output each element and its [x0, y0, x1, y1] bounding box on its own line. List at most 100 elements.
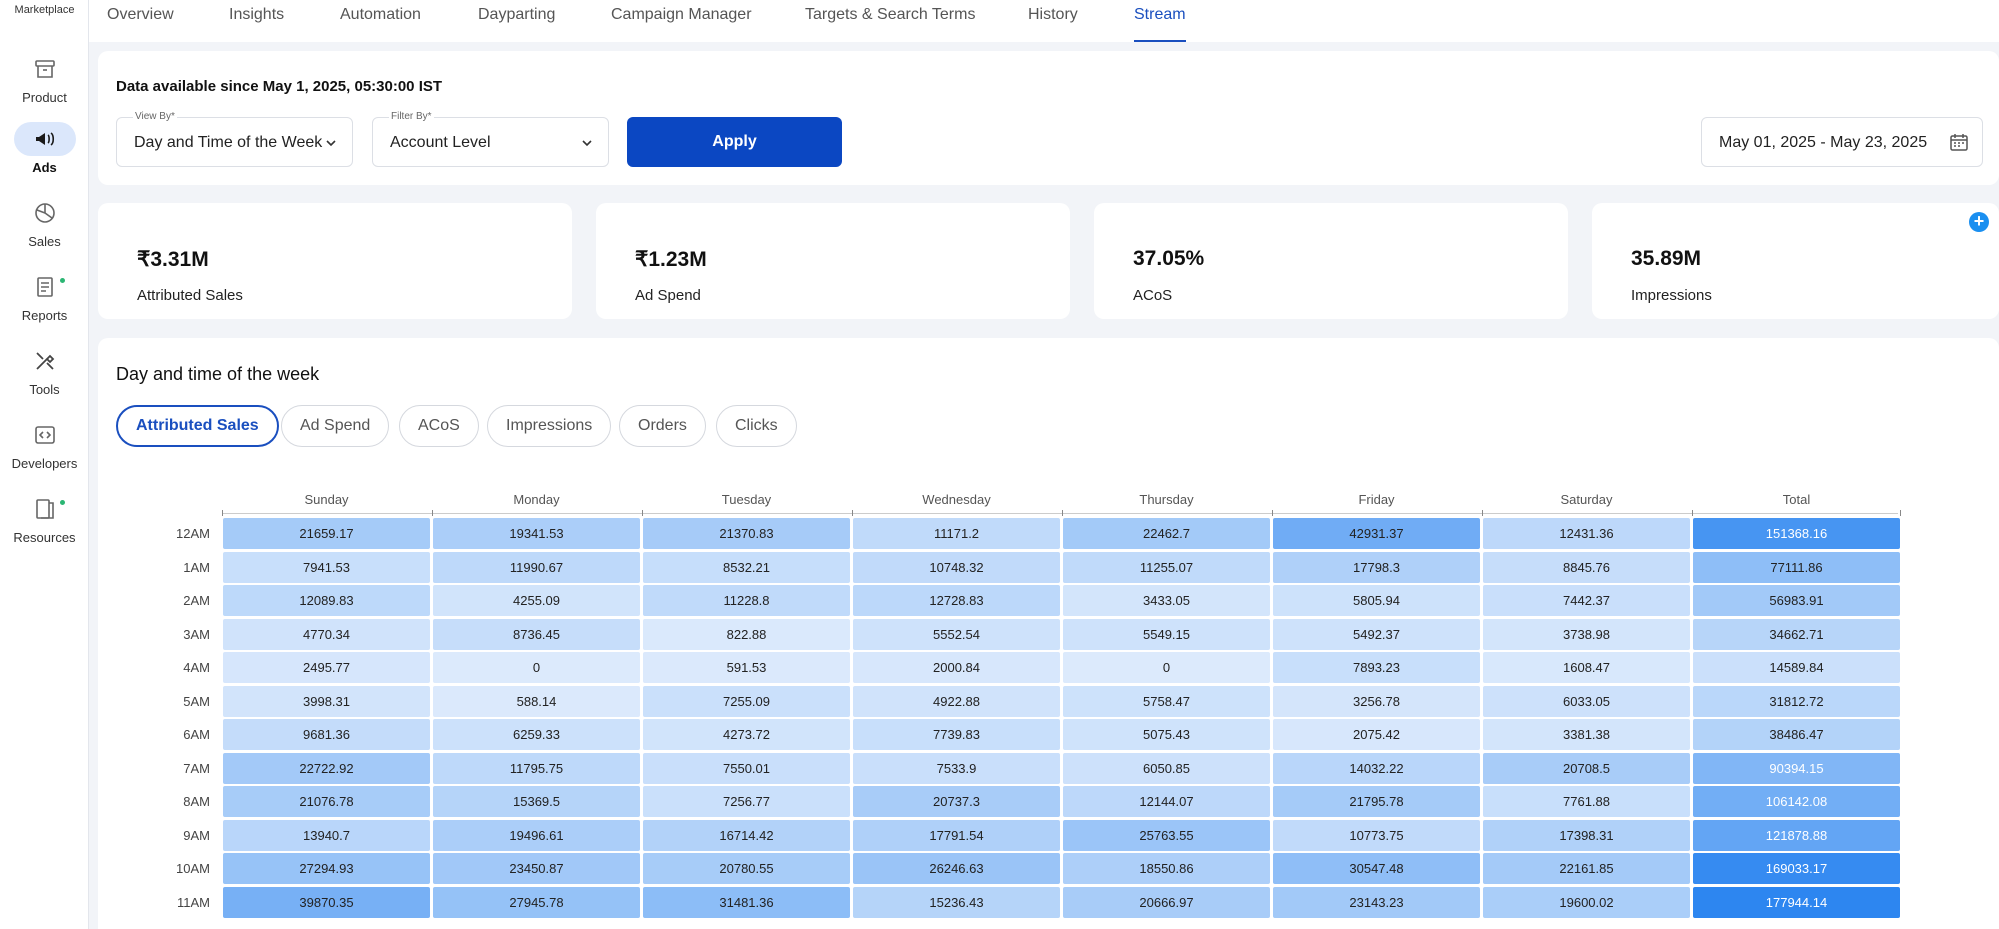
tab-targets-search-terms[interactable]: Targets & Search Terms — [805, 6, 976, 23]
heatmap-cell[interactable]: 19496.61 — [433, 819, 640, 851]
sidebar-item-developers[interactable]: Developers — [0, 418, 89, 478]
add-metric-icon[interactable]: + — [1969, 212, 1989, 232]
heatmap-cell[interactable]: 8845.76 — [1483, 551, 1690, 583]
heatmap-cell[interactable]: 19341.53 — [433, 518, 640, 549]
heatmap-cell[interactable]: 21659.17 — [223, 518, 430, 549]
heatmap-cell[interactable]: 26246.63 — [853, 853, 1060, 884]
tab-dayparting[interactable]: Dayparting — [478, 6, 556, 23]
heatmap-cell[interactable]: 3433.05 — [1063, 585, 1270, 616]
heatmap-cell[interactable]: 42931.37 — [1273, 518, 1480, 549]
heatmap-cell[interactable]: 38486.47 — [1693, 719, 1900, 750]
heatmap-cell[interactable]: 11990.67 — [433, 551, 640, 583]
heatmap-cell[interactable]: 5552.54 — [853, 618, 1060, 650]
sidebar-item-reports[interactable]: Reports — [0, 270, 89, 330]
heatmap-cell[interactable]: 19600.02 — [1483, 886, 1690, 918]
heatmap-cell[interactable]: 822.88 — [643, 618, 850, 650]
heatmap-cell[interactable]: 39870.35 — [223, 886, 430, 918]
sidebar-item-resources[interactable]: Resources — [0, 492, 89, 552]
heatmap-cell[interactable]: 7739.83 — [853, 719, 1060, 750]
heatmap-cell[interactable]: 21076.78 — [223, 786, 430, 817]
sidebar-item-tools[interactable]: Tools — [0, 344, 89, 404]
heatmap-cell[interactable]: 5492.37 — [1273, 618, 1480, 650]
heatmap-cell[interactable]: 0 — [433, 652, 640, 683]
tab-automation[interactable]: Automation — [340, 6, 421, 23]
heatmap-cell[interactable]: 12728.83 — [853, 585, 1060, 616]
heatmap-cell[interactable]: 16714.42 — [643, 819, 850, 851]
heatmap-cell[interactable]: 5805.94 — [1273, 585, 1480, 616]
heatmap-cell[interactable]: 6050.85 — [1063, 752, 1270, 784]
metric-pill-impressions[interactable]: Impressions — [487, 405, 612, 447]
heatmap-cell[interactable]: 1608.47 — [1483, 652, 1690, 683]
heatmap-cell[interactable]: 10773.75 — [1273, 819, 1480, 851]
heatmap-cell[interactable]: 2495.77 — [223, 652, 430, 683]
heatmap-cell[interactable]: 90394.15 — [1693, 752, 1900, 784]
metric-pill-acos[interactable]: ACoS — [399, 405, 479, 447]
heatmap-cell[interactable]: 11228.8 — [643, 585, 850, 616]
heatmap-cell[interactable]: 4922.88 — [853, 685, 1060, 717]
heatmap-cell[interactable]: 7550.01 — [643, 752, 850, 784]
heatmap-cell[interactable]: 31481.36 — [643, 886, 850, 918]
heatmap-cell[interactable]: 6033.05 — [1483, 685, 1690, 717]
heatmap-cell[interactable]: 20666.97 — [1063, 886, 1270, 918]
sidebar-item-product[interactable]: Product — [0, 52, 89, 112]
heatmap-cell[interactable]: 15236.43 — [853, 886, 1060, 918]
heatmap-cell[interactable]: 14032.22 — [1273, 752, 1480, 784]
heatmap-cell[interactable]: 20780.55 — [643, 853, 850, 884]
tab-history[interactable]: History — [1028, 6, 1078, 23]
heatmap-cell[interactable]: 3256.78 — [1273, 685, 1480, 717]
heatmap-cell[interactable]: 27945.78 — [433, 886, 640, 918]
heatmap-cell[interactable]: 77111.86 — [1693, 551, 1900, 583]
heatmap-cell[interactable]: 8532.21 — [643, 551, 850, 583]
heatmap-cell[interactable]: 25763.55 — [1063, 819, 1270, 851]
heatmap-cell[interactable]: 5075.43 — [1063, 719, 1270, 750]
heatmap-cell[interactable]: 0 — [1063, 652, 1270, 683]
heatmap-cell[interactable]: 5549.15 — [1063, 618, 1270, 650]
filter-by-select[interactable]: Filter By* Account Level — [372, 111, 609, 167]
tab-overview[interactable]: Overview — [107, 6, 174, 23]
heatmap-cell[interactable]: 4770.34 — [223, 618, 430, 650]
heatmap-cell[interactable]: 9681.36 — [223, 719, 430, 750]
heatmap-cell[interactable]: 2075.42 — [1273, 719, 1480, 750]
heatmap-cell[interactable]: 13940.7 — [223, 819, 430, 851]
view-by-select[interactable]: View By* Day and Time of the Week — [116, 111, 353, 167]
heatmap-cell[interactable]: 22722.92 — [223, 752, 430, 784]
heatmap-cell[interactable]: 14589.84 — [1693, 652, 1900, 683]
apply-button[interactable]: Apply — [627, 117, 842, 167]
heatmap-cell[interactable]: 34662.71 — [1693, 618, 1900, 650]
heatmap-cell[interactable]: 11171.2 — [853, 518, 1060, 549]
heatmap-cell[interactable]: 4273.72 — [643, 719, 850, 750]
heatmap-cell[interactable]: 7893.23 — [1273, 652, 1480, 683]
heatmap-cell[interactable]: 22462.7 — [1063, 518, 1270, 549]
heatmap-cell[interactable]: 588.14 — [433, 685, 640, 717]
heatmap-cell[interactable]: 3381.38 — [1483, 719, 1690, 750]
heatmap-cell[interactable]: 23143.23 — [1273, 886, 1480, 918]
heatmap-cell[interactable]: 31812.72 — [1693, 685, 1900, 717]
date-range-picker[interactable]: May 01, 2025 - May 23, 2025 — [1701, 117, 1983, 167]
metric-pill-orders[interactable]: Orders — [619, 405, 706, 447]
heatmap-cell[interactable]: 7941.53 — [223, 551, 430, 583]
tab-campaign-manager[interactable]: Campaign Manager — [611, 6, 752, 23]
heatmap-cell[interactable]: 21370.83 — [643, 518, 850, 549]
heatmap-cell[interactable]: 20708.5 — [1483, 752, 1690, 784]
metric-pill-ad-spend[interactable]: Ad Spend — [281, 405, 390, 447]
heatmap-cell[interactable]: 15369.5 — [433, 786, 640, 817]
heatmap-cell[interactable]: 18550.86 — [1063, 853, 1270, 884]
tab-stream[interactable]: Stream — [1134, 4, 1186, 42]
heatmap-cell[interactable]: 177944.14 — [1693, 886, 1900, 918]
heatmap-cell[interactable]: 106142.08 — [1693, 786, 1900, 817]
sidebar-item-ads[interactable]: Ads — [0, 122, 89, 182]
heatmap-cell[interactable]: 6259.33 — [433, 719, 640, 750]
heatmap-cell[interactable]: 17798.3 — [1273, 551, 1480, 583]
heatmap-cell[interactable]: 17398.31 — [1483, 819, 1690, 851]
heatmap-cell[interactable]: 5758.47 — [1063, 685, 1270, 717]
heatmap-cell[interactable]: 20737.3 — [853, 786, 1060, 817]
heatmap-cell[interactable]: 17791.54 — [853, 819, 1060, 851]
calendar-icon[interactable] — [1948, 131, 1970, 158]
heatmap-cell[interactable]: 22161.85 — [1483, 853, 1690, 884]
heatmap-cell[interactable]: 12089.83 — [223, 585, 430, 616]
heatmap-cell[interactable]: 7761.88 — [1483, 786, 1690, 817]
heatmap-cell[interactable]: 7533.9 — [853, 752, 1060, 784]
heatmap-cell[interactable]: 10748.32 — [853, 551, 1060, 583]
heatmap-cell[interactable]: 7256.77 — [643, 786, 850, 817]
heatmap-cell[interactable]: 11795.75 — [433, 752, 640, 784]
